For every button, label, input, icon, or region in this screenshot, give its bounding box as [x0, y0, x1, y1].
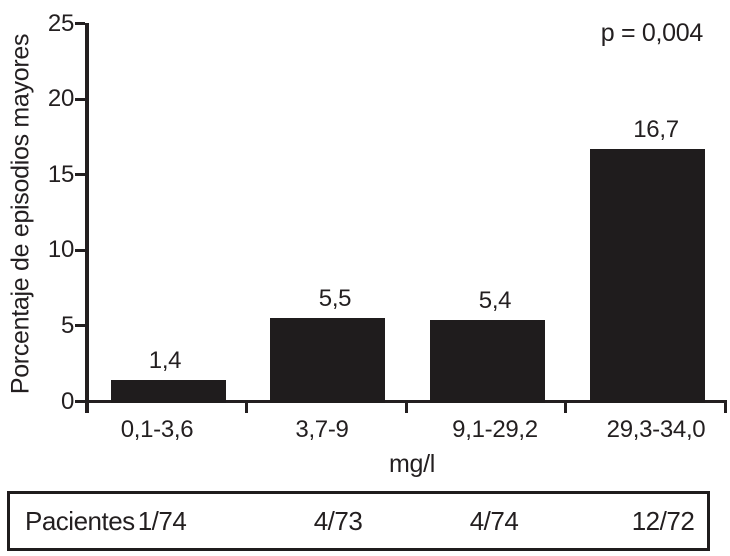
y-tick: [75, 400, 85, 403]
bar-value-label: 5,5: [318, 285, 352, 313]
x-axis-title: mg/l: [388, 450, 436, 478]
y-axis-line: [85, 23, 89, 413]
bar-value-label: 16,7: [633, 115, 679, 143]
patients-value: 4/73: [313, 506, 363, 536]
x-category-label: 0,1-3,6: [120, 416, 194, 443]
y-tick: [75, 97, 85, 101]
bar-value-label: 1,4: [148, 347, 182, 375]
x-category-label: 3,7-9: [295, 416, 349, 443]
bar-value-label: 5,4: [478, 286, 512, 314]
p-value-annotation: p = 0,004: [600, 19, 704, 47]
patients-value: 12/72: [631, 506, 695, 536]
patients-value: 4/74: [469, 506, 519, 536]
y-tick: [75, 22, 85, 25]
patients-value: 1/74: [137, 506, 187, 536]
bar: [430, 319, 546, 404]
y-tick-label: 20: [47, 85, 74, 113]
x-tick: [564, 403, 568, 413]
x-tick: [404, 403, 408, 413]
y-tick-label: 25: [47, 9, 74, 37]
patients-row-label: Pacientes: [25, 506, 135, 536]
y-tick: [75, 248, 85, 252]
y-tick-label: 0: [60, 387, 74, 415]
x-axis-line: [75, 400, 727, 403]
y-tick-label: 5: [60, 311, 74, 339]
patients-table: Pacientes 1/74 4/73 4/74 12/72: [7, 491, 710, 551]
x-category-label: 29,3-34,0: [606, 416, 706, 443]
bar: [270, 318, 386, 404]
x-tick: [724, 403, 727, 413]
y-tick: [75, 324, 85, 328]
bar: [589, 148, 705, 404]
y-tick: [75, 173, 85, 177]
x-category-label: 9,1-29,2: [452, 416, 538, 443]
x-tick: [245, 403, 249, 413]
y-tick-label: 15: [47, 160, 74, 188]
bar: [110, 380, 226, 404]
y-tick-label: 10: [47, 236, 74, 264]
